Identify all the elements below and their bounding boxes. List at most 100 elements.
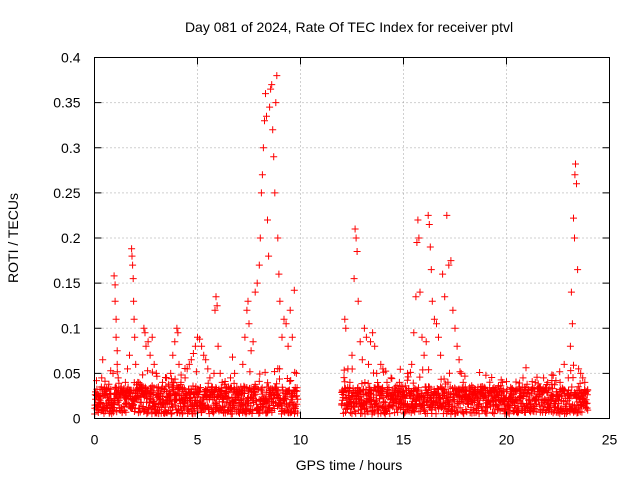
data-point xyxy=(130,297,138,305)
data-point xyxy=(255,377,263,385)
data-point xyxy=(354,297,362,305)
data-point xyxy=(271,368,278,376)
data-point xyxy=(536,390,543,398)
data-point xyxy=(292,369,300,377)
data-point xyxy=(384,385,392,393)
data-point xyxy=(276,365,284,373)
data-point xyxy=(229,403,237,411)
data-point xyxy=(216,369,224,377)
data-point xyxy=(111,297,119,305)
data-point xyxy=(140,324,148,332)
data-point xyxy=(416,373,424,381)
data-point xyxy=(239,360,247,368)
data-point xyxy=(208,383,216,391)
data-point xyxy=(269,126,277,134)
data-point xyxy=(461,383,469,391)
data-point xyxy=(527,386,535,394)
data-point xyxy=(571,234,578,242)
data-point xyxy=(110,272,118,280)
data-point xyxy=(519,374,527,382)
data-point xyxy=(148,333,156,341)
data-point xyxy=(377,403,385,410)
data-point xyxy=(175,360,183,368)
data-point xyxy=(270,153,278,161)
data-point xyxy=(408,360,416,368)
data-point xyxy=(377,409,385,417)
data-point xyxy=(386,410,394,418)
data-point xyxy=(165,380,173,388)
data-point xyxy=(237,383,245,391)
data-point xyxy=(191,342,199,350)
data-point xyxy=(271,189,279,197)
data-point xyxy=(348,351,356,359)
data-point xyxy=(486,378,494,386)
data-point xyxy=(369,329,377,337)
data-point xyxy=(211,306,219,314)
data-point xyxy=(476,400,484,408)
data-point xyxy=(206,374,214,382)
x-axis-label: GPS time / hours xyxy=(296,457,403,473)
x-tick-label: 5 xyxy=(194,432,202,448)
data-point xyxy=(122,408,130,416)
data-point xyxy=(428,297,436,305)
data-point xyxy=(556,368,564,376)
data-point xyxy=(425,366,433,374)
data-point xyxy=(144,367,152,375)
data-point xyxy=(146,351,154,359)
data-point xyxy=(534,380,542,388)
data-point xyxy=(413,387,421,395)
data-point xyxy=(267,85,275,93)
data-point xyxy=(358,380,366,388)
data-point xyxy=(220,380,228,388)
data-point xyxy=(170,378,178,386)
data-point xyxy=(243,306,251,314)
data-point xyxy=(172,396,180,404)
data-point xyxy=(287,377,295,384)
data-point xyxy=(371,398,379,406)
data-point xyxy=(340,366,348,374)
data-point xyxy=(293,392,301,400)
data-point xyxy=(425,221,433,228)
data-point xyxy=(584,386,592,394)
data-point xyxy=(388,375,396,383)
data-point xyxy=(488,374,496,381)
data-point xyxy=(453,342,461,350)
y-tick-label: 0.1 xyxy=(61,320,81,336)
data-point xyxy=(340,374,348,382)
y-tick-label: 0.35 xyxy=(53,95,80,111)
series-points xyxy=(93,72,591,412)
data-point xyxy=(276,297,284,305)
data-point xyxy=(567,367,575,375)
data-point xyxy=(395,378,403,386)
data-point xyxy=(371,342,379,350)
data-point xyxy=(246,368,254,376)
data-point xyxy=(463,408,471,416)
data-point xyxy=(259,402,267,410)
y-tick-label: 0.3 xyxy=(61,140,81,156)
data-point xyxy=(447,257,455,265)
data-point xyxy=(460,399,468,407)
data-point xyxy=(385,384,393,391)
data-point xyxy=(256,370,264,378)
data-point xyxy=(427,266,435,274)
data-point xyxy=(113,368,121,376)
data-point xyxy=(457,369,465,377)
data-point xyxy=(404,373,412,381)
data-point xyxy=(564,374,572,382)
data-point xyxy=(141,329,149,337)
data-point xyxy=(264,400,272,408)
data-point xyxy=(272,99,280,107)
data-point xyxy=(101,377,109,385)
data-point xyxy=(468,382,476,390)
data-point xyxy=(516,379,524,387)
data-point xyxy=(241,390,248,397)
data-point xyxy=(212,400,220,408)
data-point xyxy=(167,369,175,377)
data-point xyxy=(169,351,177,359)
y-axis: 0 0.05 0.1 0.15 0.2 0.25 0.3 0.35 0.4 xyxy=(53,50,610,427)
data-point xyxy=(293,384,301,392)
data-point xyxy=(261,368,269,376)
data-point xyxy=(391,383,399,391)
data-point xyxy=(435,333,442,341)
data-point xyxy=(408,391,416,399)
